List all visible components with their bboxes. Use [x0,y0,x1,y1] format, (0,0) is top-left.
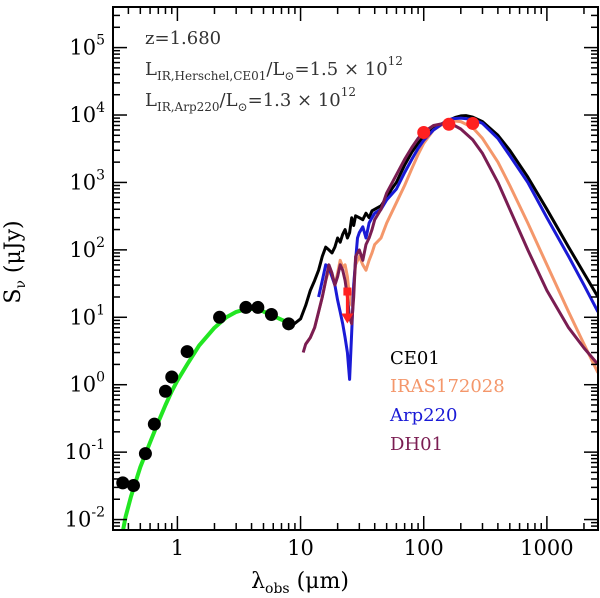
photometry-point [239,300,253,314]
points-layer [116,116,480,492]
x-tick-label: 1000 [520,536,573,560]
photometry-point [251,300,265,314]
photometry-point [158,384,172,398]
y-tick-label: 102 [69,235,105,262]
lir-herschel-annotation: LIR,Herschel,CE01/L⊙=1.5 × 1012 [145,54,403,83]
redshift-annotation: z=1.680 [145,28,221,49]
herschel-point [466,116,480,130]
legend-entry-ce01: CE01 [390,348,440,369]
legend: CE01 IRAS172028 Arp220 DH01 [389,348,505,455]
x-tick-label: 10 [287,536,314,560]
y-tick-label: 103 [69,167,105,194]
y-tick-label: 10-1 [65,437,105,464]
photometry-point [165,370,179,384]
axes-layer: 1 10 100 1000 10-2 10-1 100 101 102 103 104 105 [65,6,599,560]
photometry-point [180,345,194,359]
photometry-point [147,417,161,431]
photometry-point [126,478,140,492]
photometry-point [213,310,227,324]
series-line-dh01 [301,121,598,366]
series-layer [121,114,598,530]
photometry-point [264,307,278,321]
series-line-arp220 [317,116,598,381]
herschel-point [442,117,456,131]
y-tick-label: 101 [69,302,105,329]
lir-arp220-annotation: LIR,Arp220/L⊙=1.3 × 1012 [145,85,356,114]
legend-entry-arp220: Arp220 [389,405,457,426]
upper-limit-arrow [341,313,354,324]
y-tick-label: 104 [69,100,105,127]
plot-frame [112,6,599,531]
y-tick-label: 100 [69,370,105,397]
x-tick-label: 100 [404,536,444,560]
photometry-point [138,447,152,461]
photometry-point [282,317,296,331]
herschel-point [417,126,431,140]
legend-entry-iras172028: IRAS172028 [390,376,505,397]
upper-limit-marker [343,287,352,296]
y-axis-title: Sν (μJy) [1,220,29,303]
y-tick-label: 10-2 [65,505,105,532]
y-tick-label: 105 [69,33,105,60]
series-line-iras172028 [304,119,598,374]
x-axis-title: λobs (μm) [251,569,349,597]
annotations: z=1.680 LIR,Herschel,CE01/L⊙=1.5 × 1012 … [145,28,403,114]
series-line-stellar-fit [121,306,296,530]
x-tick-label: 1 [171,536,184,560]
legend-entry-dh01: DH01 [390,434,443,455]
